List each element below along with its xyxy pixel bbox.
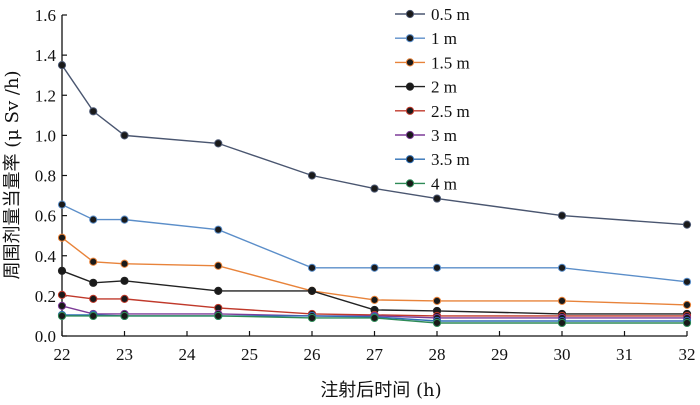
- x-tick-label: 25: [241, 345, 258, 364]
- y-tick-label: 0.0: [35, 327, 56, 346]
- data-point: [682, 277, 692, 286]
- data-point: [214, 286, 223, 295]
- x-axis-label: 注射后时间 (h): [320, 380, 441, 401]
- x-tick-label: 24: [179, 345, 197, 364]
- legend-swatch-marker: [405, 58, 415, 67]
- chart-axes: 22 23 24 25 26 27 28 29 30 31 32 0.0 0.2 0.4 0.6 0.8 1.0…: [35, 6, 696, 364]
- data-point: [432, 318, 442, 328]
- x-tick-label: 26: [304, 345, 321, 364]
- legend-label: 1.5 m: [431, 53, 470, 72]
- data-point: [557, 263, 567, 272]
- x-tick-label: 32: [679, 345, 696, 364]
- data-point: [432, 194, 442, 203]
- legend-label: 3 m: [431, 126, 457, 145]
- y-tick-label: 0.2: [35, 287, 56, 306]
- legend-label: 3.5 m: [431, 150, 470, 169]
- x-tick-label: 31: [616, 345, 633, 364]
- legend-item: 0.5 m: [395, 5, 470, 24]
- data-point: [57, 301, 67, 311]
- data-point: [120, 276, 129, 285]
- legend-label: 1 m: [431, 29, 457, 48]
- legend-swatch-marker: [405, 155, 415, 164]
- data-point: [682, 318, 692, 328]
- data-point: [57, 290, 67, 299]
- data-point: [370, 313, 379, 323]
- data-point: [120, 294, 129, 303]
- data-point: [120, 259, 129, 268]
- y-tick-label: 1.0: [35, 126, 56, 145]
- legend-label: 2 m: [431, 78, 457, 97]
- data-point: [370, 263, 379, 272]
- data-point: [57, 61, 67, 70]
- chart-series: [57, 61, 692, 328]
- series-line: [61, 64, 688, 226]
- data-point: [370, 184, 379, 193]
- legend-swatch-marker: [405, 9, 415, 19]
- legend-swatch-marker: [405, 34, 415, 43]
- data-point: [120, 131, 129, 140]
- legend-item: 2 m: [395, 78, 457, 97]
- data-point: [89, 107, 98, 116]
- data-point: [57, 200, 67, 209]
- legend-item: 1.5 m: [395, 53, 470, 72]
- data-point: [682, 220, 692, 229]
- y-tick-label: 0.4: [35, 247, 57, 266]
- legend-swatch-marker: [405, 130, 415, 140]
- y-tick-label: 1.6: [35, 6, 56, 25]
- data-point: [307, 286, 317, 295]
- data-point: [307, 313, 317, 323]
- data-point: [307, 263, 317, 272]
- legend-swatch-marker: [405, 82, 415, 91]
- x-tick-label: 29: [491, 345, 508, 364]
- y-tick-label: 0.8: [35, 167, 56, 186]
- legend-item: 3 m: [395, 126, 457, 145]
- legend-item: 3.5 m: [395, 150, 470, 169]
- data-point: [57, 266, 67, 275]
- data-point: [120, 311, 129, 321]
- y-tick-label: 1.4: [35, 46, 57, 65]
- data-point: [57, 233, 67, 242]
- data-point: [214, 139, 223, 148]
- legend-label: 0.5 m: [431, 5, 470, 24]
- data-point: [682, 300, 692, 310]
- data-point: [89, 278, 98, 287]
- data-point: [89, 294, 98, 303]
- x-tick-label: 27: [366, 345, 384, 364]
- y-tick-label: 1.2: [35, 86, 56, 105]
- data-point: [89, 257, 98, 266]
- legend-item: 4 m: [395, 174, 457, 193]
- x-tick-label: 23: [116, 345, 133, 364]
- data-point: [89, 311, 98, 321]
- data-point: [214, 311, 223, 321]
- legend-label: 4 m: [431, 174, 457, 193]
- legend-swatch-marker: [405, 179, 415, 188]
- legend-swatch-marker: [405, 106, 415, 115]
- data-point: [557, 296, 567, 305]
- data-point: [432, 296, 442, 305]
- data-point: [557, 318, 567, 328]
- x-tick-label: 28: [429, 345, 446, 364]
- data-point: [214, 261, 223, 270]
- series-1m: [57, 200, 692, 286]
- data-point: [307, 171, 317, 180]
- x-tick-label: 30: [554, 345, 571, 364]
- legend-item: 2.5 m: [395, 102, 470, 121]
- series-4m: [57, 311, 692, 328]
- y-axis-label: 周围剂量当量率 (μ Sv /h): [2, 70, 23, 279]
- legend-item: 1 m: [395, 29, 457, 48]
- data-point: [557, 211, 567, 220]
- legend-label: 2.5 m: [431, 102, 470, 121]
- data-point: [214, 225, 223, 234]
- series-0_5m: [57, 61, 692, 229]
- x-tick-label: 22: [54, 345, 71, 364]
- data-point: [57, 311, 67, 321]
- data-point: [89, 215, 98, 224]
- series-2m: [57, 266, 692, 319]
- data-point: [120, 215, 129, 224]
- chart-legend: 0.5 m 1 m 1.5 m 2 m 2.5 m 3 m 3.5 m 4 m: [395, 5, 470, 193]
- y-tick-label: 0.6: [35, 207, 56, 226]
- data-point: [432, 263, 442, 272]
- data-point: [370, 295, 379, 304]
